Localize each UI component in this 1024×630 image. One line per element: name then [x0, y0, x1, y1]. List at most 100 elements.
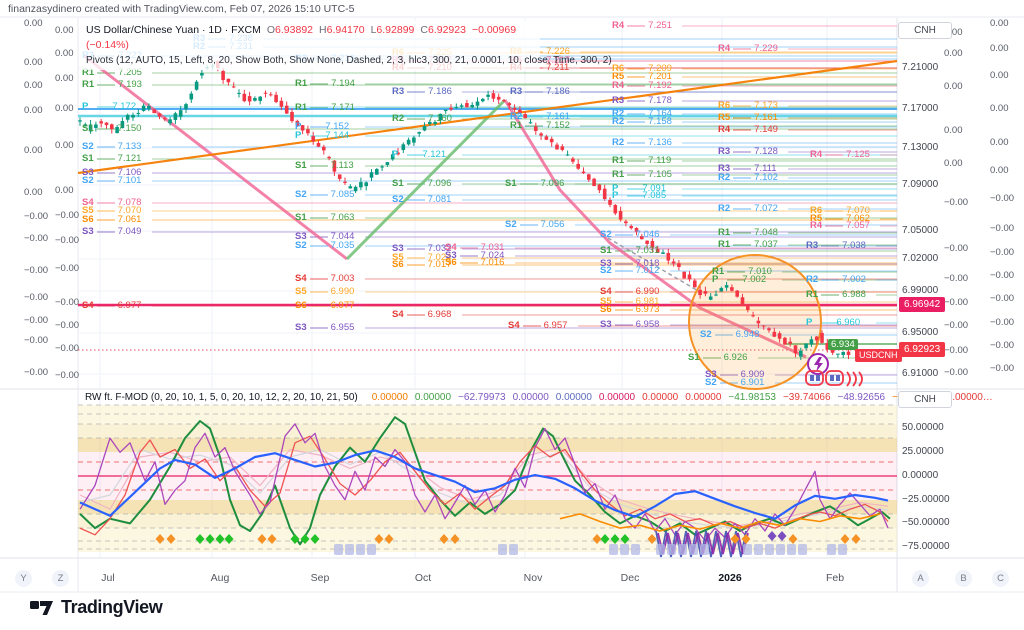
pivot-label: R2 7.002: [806, 274, 866, 285]
pivot-label: S3 7.049: [82, 226, 142, 237]
tradingview-logo[interactable]: TradingView: [30, 597, 163, 618]
tradingview-logo-icon: [30, 600, 53, 615]
time-axis-label[interactable]: Nov: [523, 572, 543, 584]
axis-button-a[interactable]: A: [912, 570, 929, 587]
oscillator-value: −62.79973: [458, 392, 506, 403]
axis-button-b[interactable]: B: [955, 570, 972, 587]
pivot-label: P 7.144: [295, 130, 350, 141]
price-axis-tick: 7.17000: [902, 103, 939, 114]
signal-diamond-marker: [166, 534, 176, 544]
pivot-label: S1 7.121: [82, 153, 142, 164]
signal-box-marker: [827, 544, 836, 555]
signal-diamond-marker: [215, 534, 225, 544]
pivot-label: P 6.960: [806, 317, 861, 328]
pivot-label: R2 7.102: [718, 172, 778, 183]
oscillator-axis-tick: 25.00000: [902, 446, 944, 457]
pivot-label: S1 7.063: [295, 212, 355, 223]
scale-readout: 0.00: [944, 27, 963, 38]
scale-readout: 0.00: [55, 73, 74, 84]
axis-button-z[interactable]: Z: [52, 570, 69, 587]
pivot-label: R6 7.173: [718, 100, 778, 111]
price-axis-tick: 7.09000: [902, 179, 939, 190]
scale-readout: −0.00: [55, 210, 80, 221]
pivot-label: R4 7.229: [718, 43, 778, 54]
pivot-label: R1 7.152: [510, 120, 570, 131]
oscillator-value: 0.00000: [598, 392, 636, 403]
time-axis-label[interactable]: Dec: [620, 572, 640, 584]
pivot-label: R2 7.158: [612, 116, 672, 127]
currency-toggle-bottom[interactable]: CNH: [898, 391, 952, 408]
scale-readout: 0.00: [990, 137, 1009, 148]
axis-button-c[interactable]: C: [992, 570, 1009, 587]
scale-readout: −0.00: [990, 340, 1015, 351]
pivot-label: S4 7.003: [295, 273, 355, 284]
pivot-label: S2 7.046: [600, 229, 660, 240]
time-axis-label[interactable]: Oct: [414, 572, 432, 584]
signal-diamond-marker: [730, 534, 740, 544]
oscillator-legend[interactable]: RW ft. F-MOD (0, 20, 10, 1, 5, 0, 20, 10…: [85, 392, 993, 403]
scale-readout: 0.00: [990, 43, 1009, 54]
signal-box-marker: [620, 544, 629, 555]
oscillator-value: 0.00000: [555, 392, 592, 403]
time-axis-label[interactable]: Feb: [825, 572, 845, 584]
signal-box-marker: [798, 544, 807, 555]
scale-readout: 0.00: [24, 80, 43, 91]
pivot-label: S3 6.955: [295, 322, 355, 333]
pivot-label: P 7.121: [392, 149, 447, 160]
pivot-label: R5 7.161: [718, 112, 778, 123]
scale-readout: −0.00: [24, 292, 49, 303]
oscillator-value: −39.74066: [782, 392, 831, 403]
symbol-legend-row1: US Dollar/Chinese Yuan · 1D · FXCM O6.938…: [86, 23, 534, 53]
pivot-label: R4 7.251: [612, 20, 672, 31]
pivot-label: S1 7.096: [392, 178, 452, 189]
scale-readout: 0.00: [55, 103, 74, 114]
signal-diamond-marker: [439, 534, 449, 544]
scale-readout: −0.00: [55, 297, 80, 308]
symbol-title[interactable]: US Dollar/Chinese Yuan · 1D · FXCM: [86, 24, 261, 36]
symbol-legend[interactable]: US Dollar/Chinese Yuan · 1D · FXCM O6.938…: [80, 21, 612, 70]
scale-readout: −0.00: [990, 247, 1015, 258]
pivot-label: R1 7.048: [718, 227, 778, 238]
signal-diamond-marker: [620, 534, 630, 544]
signal-box-marker: [367, 544, 376, 555]
scale-readout: 0.00: [990, 18, 1009, 29]
pivot-label: S2 7.133: [82, 141, 142, 152]
signal-diamond-marker: [257, 534, 267, 544]
oscillator-value: −48.92656: [837, 392, 886, 403]
currency-toggle-top[interactable]: CNH: [898, 22, 952, 39]
scale-readout: −0.00: [55, 343, 80, 354]
signal-diamond-marker: [600, 534, 610, 544]
axis-button-y[interactable]: Y: [15, 570, 32, 587]
signal-diamond-marker: [267, 534, 277, 544]
signal-diamond-marker: [767, 531, 777, 541]
pivot-label: P 7.002: [712, 274, 767, 285]
time-axis-label[interactable]: Jul: [101, 572, 115, 584]
pivot-label: S5 6.990: [295, 286, 355, 297]
pivot-label: R3 7.178: [612, 95, 672, 106]
pivot-label: R1 7.105: [612, 169, 672, 180]
price-axis-tick: 7.13000: [902, 142, 939, 153]
pivot-label: R2 7.136: [612, 137, 672, 148]
pivot-label: R3 7.038: [806, 240, 866, 251]
scale-readout: 0.00: [990, 103, 1009, 114]
time-axis-label[interactable]: Sep: [310, 572, 330, 584]
scale-readout: 0.00: [944, 158, 963, 169]
pivot-label: R1 7.119: [612, 155, 672, 166]
sticker-icon: [852, 371, 857, 387]
signal-box-marker: [356, 544, 365, 555]
signal-diamond-marker: [741, 534, 751, 544]
time-axis-label[interactable]: 2026: [718, 572, 742, 584]
scale-readout: 0.00: [990, 165, 1009, 176]
scale-readout: 0.00: [55, 25, 74, 36]
oscillator-series: [79, 416, 891, 558]
pivot-label: S2 7.056: [505, 219, 565, 230]
signal-diamond-marker: [300, 534, 310, 544]
time-axis-label[interactable]: Aug: [210, 572, 230, 584]
signal-box-marker: [689, 544, 698, 555]
scale-readout: −0.00: [55, 263, 80, 274]
pivot-label: S6 7.017: [392, 259, 452, 270]
oscillator-title[interactable]: RW ft. F-MOD (0, 20, 10, 1, 5, 0, 20, 10…: [85, 392, 358, 403]
pivots-indicator-legend[interactable]: Pivots (12, AUTO, 15, Left, 8, 20, Show …: [86, 55, 612, 66]
signal-box-marker: [631, 544, 640, 555]
